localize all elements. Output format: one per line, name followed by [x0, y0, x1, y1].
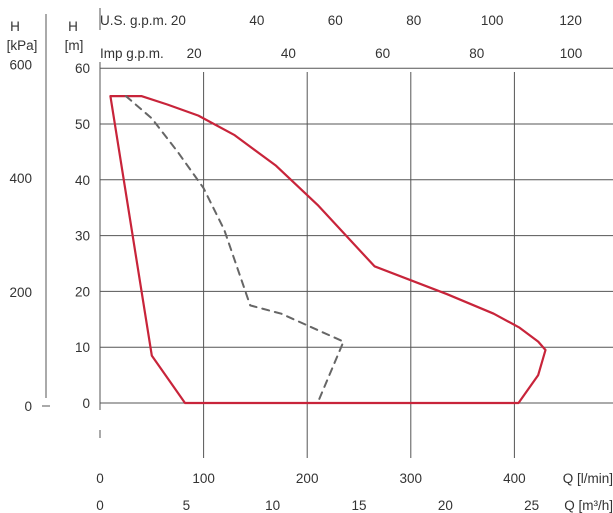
series-layer — [109, 94, 547, 405]
imp-gpm-tick-label: 60 — [375, 46, 390, 61]
h-m-tick-label: 20 — [75, 284, 90, 299]
h-m-tick-label: 0 — [82, 396, 90, 411]
h-kpa-tick-label: 0 — [24, 399, 32, 414]
grid-layer — [100, 67, 613, 458]
q-m3h-tick-label: 10 — [265, 498, 280, 513]
us-gpm-tick-label: 60 — [328, 13, 343, 28]
q-lmin-tick-label: 400 — [503, 471, 526, 486]
h-m-axis-unit: [m] — [65, 38, 84, 53]
q-m3h-tick-label: 15 — [351, 498, 366, 513]
q-lmin-axis-title: Q [l/min] — [563, 471, 613, 486]
q-lmin-tick-label: 300 — [400, 471, 423, 486]
imp-gpm-tick-label: 100 — [560, 46, 583, 61]
q-m3h-tick-label: 25 — [524, 498, 539, 513]
h-kpa-axis-title: H — [10, 19, 20, 34]
us-gpm-tick-label: 120 — [559, 13, 582, 28]
h-m-tick-label: 40 — [75, 173, 90, 188]
h-kpa-tick-label: 400 — [9, 171, 32, 186]
imp-gpm-tick-label: 80 — [469, 46, 484, 61]
imp-gpm-tick-label: 40 — [281, 46, 296, 61]
q-m3h-axis-title: Q [m³/h] — [564, 498, 613, 513]
h-m-tick-label: 30 — [75, 229, 90, 244]
q-lmin-tick-label: 0 — [96, 471, 104, 486]
h-kpa-tick-label: 200 — [9, 285, 32, 300]
h-kpa-tick-label: 600 — [9, 57, 32, 72]
label-layer: H [kPa] H [m] U.S. g.p.m. Imp g.p.m. Q [… — [7, 13, 613, 513]
imp-gpm-tick-label: 20 — [187, 46, 202, 61]
h-m-tick-label: 50 — [75, 117, 90, 132]
h-m-tick-label: 60 — [75, 61, 90, 76]
q-lmin-tick-label: 200 — [296, 471, 319, 486]
q-lmin-tick-label: 100 — [192, 471, 215, 486]
us-gpm-tick-label: 100 — [481, 13, 504, 28]
us-gpm-tick-label: 40 — [249, 13, 264, 28]
h-kpa-axis-unit: [kPa] — [7, 38, 38, 53]
us-gpm-axis-title: U.S. g.p.m. — [100, 13, 168, 28]
h-m-tick-label: 10 — [75, 340, 90, 355]
dashed-series-line — [124, 95, 345, 404]
us-gpm-tick-label: 80 — [406, 13, 421, 28]
axis-layer — [42, 8, 101, 438]
solid-series-line — [109, 94, 547, 405]
q-m3h-tick-label: 0 — [96, 498, 104, 513]
q-m3h-tick-label: 20 — [438, 498, 453, 513]
h-m-axis-title: H — [68, 19, 78, 34]
imp-gpm-axis-title: Imp g.p.m. — [100, 46, 164, 61]
us-gpm-tick-label: 20 — [171, 13, 186, 28]
q-m3h-tick-label: 5 — [183, 498, 191, 513]
